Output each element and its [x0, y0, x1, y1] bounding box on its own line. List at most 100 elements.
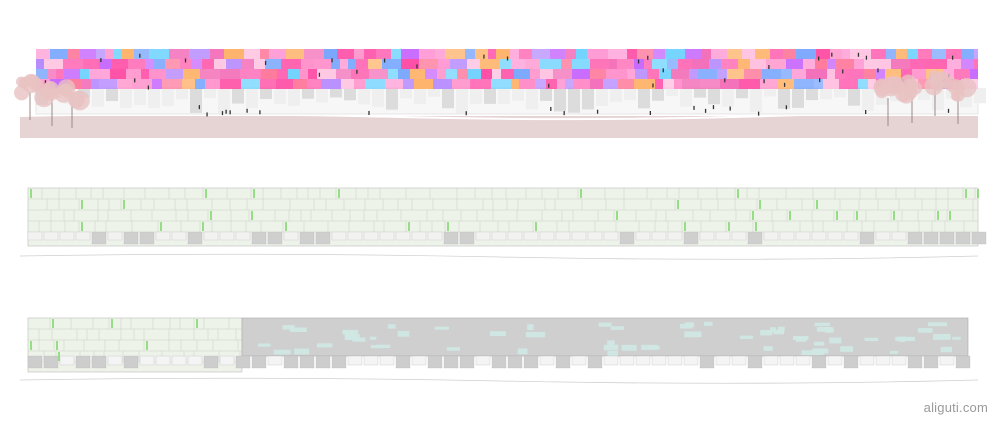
colour-panel [755, 49, 770, 59]
colour-panel [750, 59, 766, 69]
ground-bay [635, 231, 651, 241]
ground-bay [331, 355, 347, 369]
podium-bay [778, 88, 790, 109]
colour-panel [501, 69, 514, 79]
figure [596, 109, 599, 114]
colour-panel [385, 79, 403, 89]
colour-panel [481, 69, 492, 79]
green-accent [160, 222, 162, 231]
podium-bay [106, 88, 118, 102]
ground-bay [699, 231, 715, 241]
colour-panel [806, 69, 827, 79]
colour-panel [954, 69, 970, 79]
colour-panel [105, 49, 113, 59]
tree-canopy [924, 76, 944, 96]
colour-panel [510, 49, 519, 59]
colour-panel [83, 59, 99, 69]
colour-panel [698, 69, 717, 79]
colour-panel [830, 49, 842, 59]
grey-window [607, 340, 615, 347]
green-accent [535, 222, 537, 231]
colour-panel [475, 49, 488, 59]
podium-bay [428, 88, 440, 97]
podium-bay [750, 88, 762, 113]
podium-bay [302, 88, 314, 99]
ground-line [19, 253, 979, 260]
ground-line [19, 377, 979, 384]
colour-panel [535, 79, 546, 89]
figure [198, 105, 201, 110]
ground-bay [475, 231, 491, 241]
colour-elevation [14, 49, 986, 138]
ground-bay [363, 355, 379, 366]
colour-panel [112, 59, 128, 69]
colour-panel [36, 59, 44, 69]
ground-bay [283, 355, 299, 369]
colour-panel [220, 79, 241, 89]
figure [259, 110, 261, 115]
podium-bay [330, 88, 342, 98]
ground-bay [395, 231, 411, 241]
figure [865, 55, 868, 60]
ground-bay [331, 231, 347, 241]
colour-panel [561, 59, 572, 69]
colour-panel [331, 59, 340, 69]
ground-bay [363, 231, 379, 241]
colour-panel [340, 59, 348, 69]
colour-panel [519, 49, 532, 59]
colour-panel [854, 59, 864, 69]
podium-bay [610, 88, 622, 102]
colour-panel [437, 69, 446, 79]
figure [693, 105, 695, 110]
podium-bay [834, 88, 846, 98]
grey-window [352, 337, 366, 342]
green-accent [684, 222, 686, 231]
colour-panel [113, 49, 121, 59]
podium-bay [232, 88, 244, 104]
grey-window [434, 326, 450, 330]
colour-panel [550, 49, 565, 59]
podium-bay [246, 88, 258, 109]
green-accent [447, 222, 449, 231]
podium-bay [274, 88, 286, 105]
ground-bay [203, 231, 219, 241]
colour-panel [816, 49, 830, 59]
ground-bay [75, 355, 91, 369]
green-accent [146, 341, 148, 350]
grey-window [703, 321, 713, 326]
ground-bay [219, 231, 235, 241]
green-accent [56, 341, 58, 350]
colour-panel [519, 79, 535, 89]
colour-panel [655, 79, 663, 89]
green-accent [205, 189, 207, 198]
colour-panel [689, 69, 698, 79]
colour-panel [351, 69, 369, 79]
colour-panel [974, 49, 978, 59]
ground-bay [539, 231, 555, 241]
podium-bay [540, 88, 552, 101]
colour-panel [376, 49, 391, 59]
colour-panel [47, 69, 56, 79]
colour-panel [794, 79, 814, 89]
ground-bay [651, 355, 667, 366]
figure [225, 109, 227, 114]
colour-panel [452, 79, 470, 89]
colour-panel [647, 69, 659, 79]
colour-panel [398, 69, 410, 79]
colour-panel [803, 59, 815, 69]
colour-panel [553, 69, 572, 79]
green-accent [759, 200, 761, 209]
colour-panel [414, 79, 433, 89]
ground-bay [603, 231, 619, 241]
colour-panel [307, 79, 321, 89]
colour-panel [885, 69, 901, 79]
ground-bay [843, 355, 859, 369]
grey-window [294, 348, 310, 355]
grey-window [895, 336, 915, 342]
ground-bay [859, 231, 875, 245]
colour-panel [241, 59, 254, 69]
colour-panel [727, 49, 742, 59]
podium-bay [806, 88, 818, 101]
colour-panel [823, 79, 839, 89]
podium-bay [204, 88, 216, 99]
